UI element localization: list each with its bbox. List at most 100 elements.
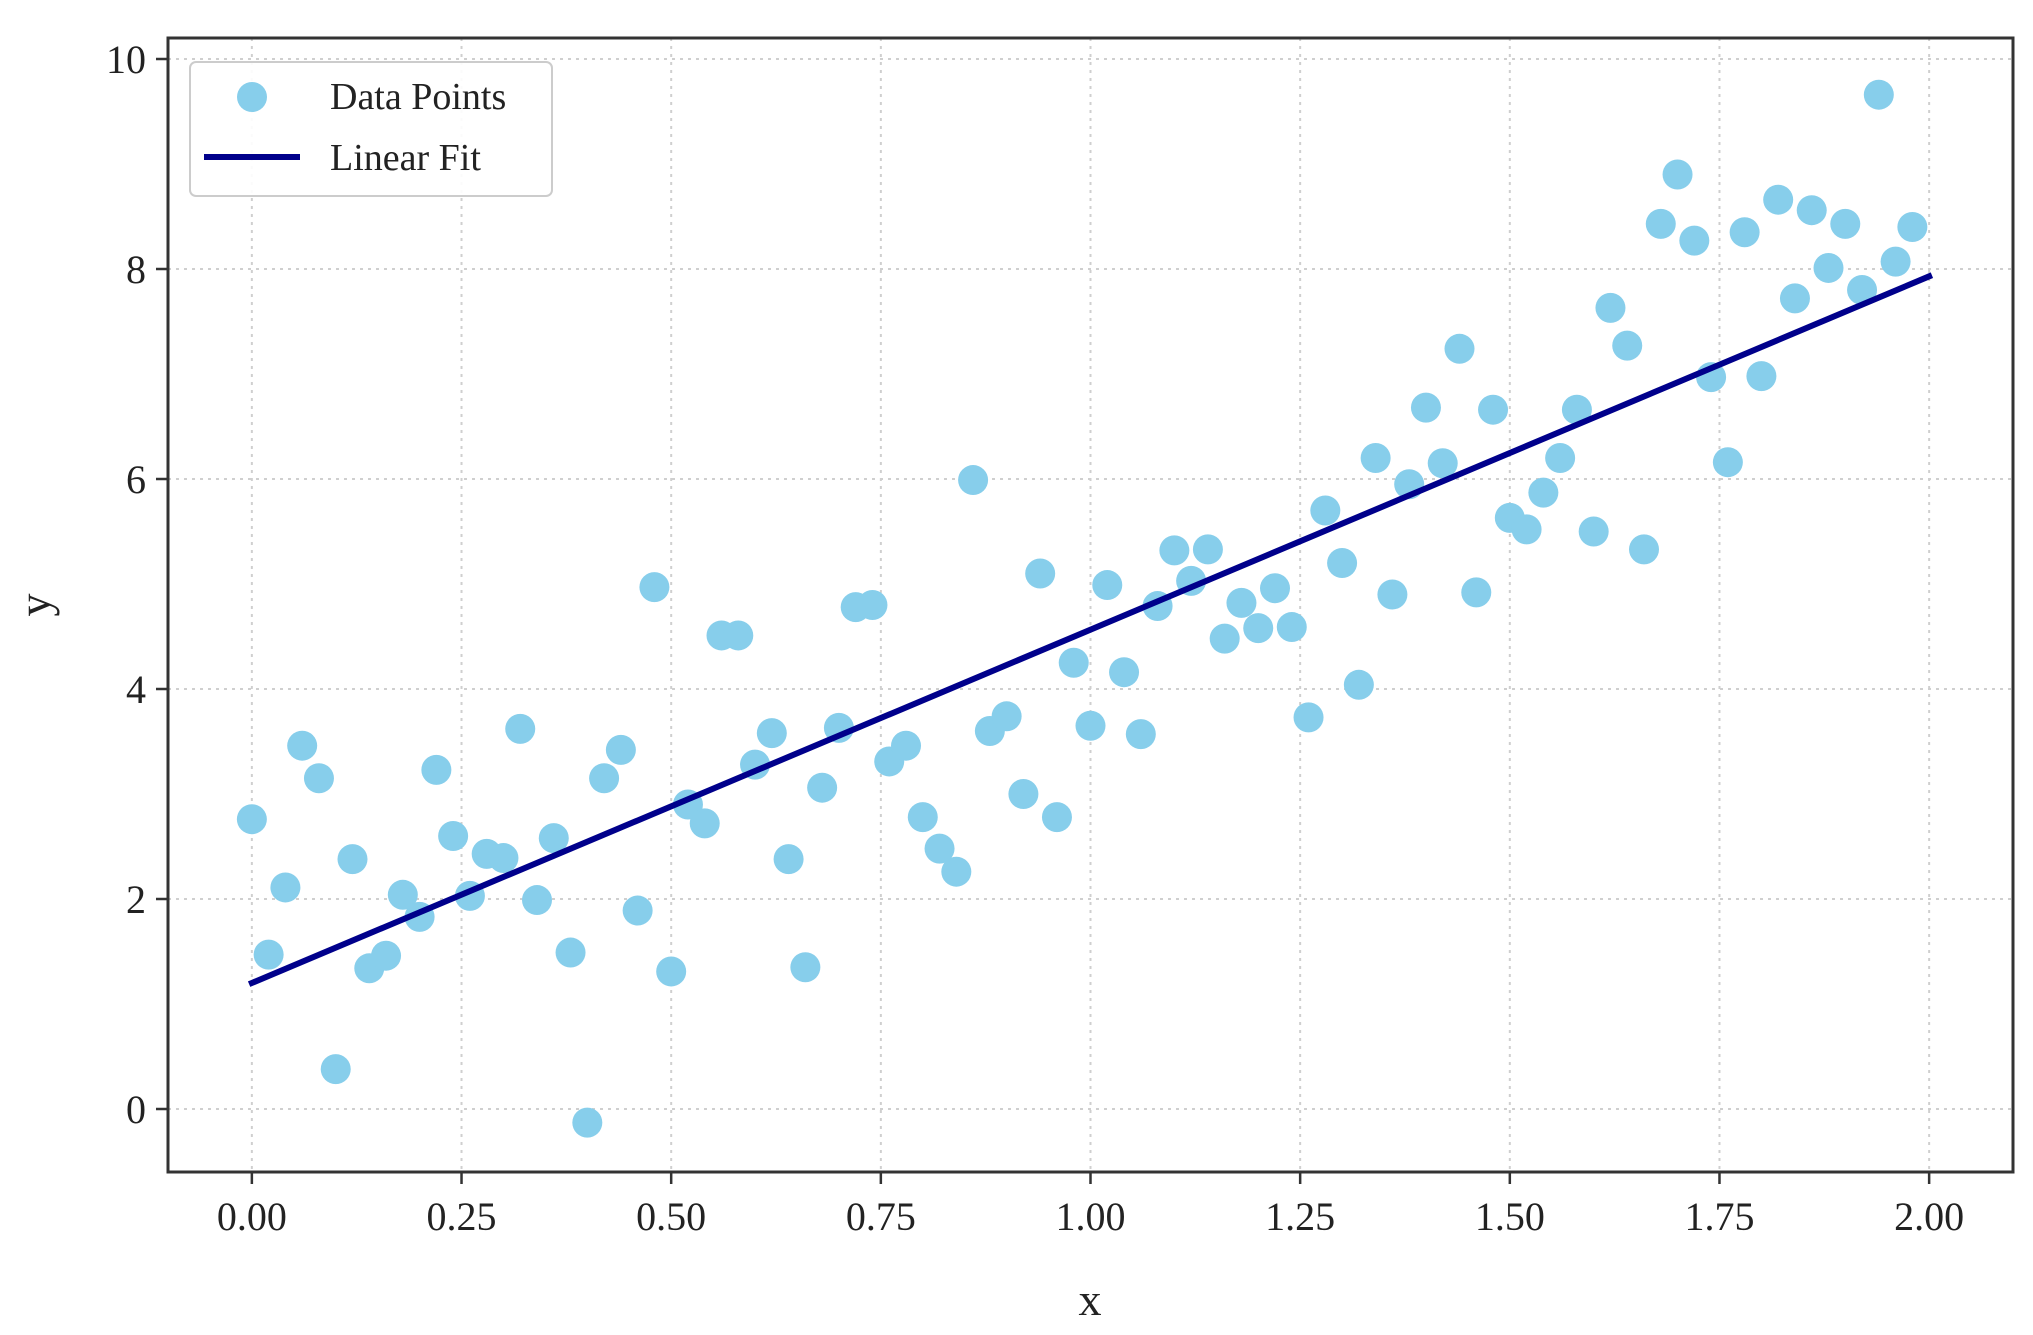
x-tick-label: 1.50: [1475, 1194, 1545, 1239]
x-tick-label: 2.00: [1894, 1194, 1964, 1239]
data-point: [991, 701, 1022, 732]
data-point: [924, 833, 955, 864]
data-point: [488, 843, 519, 874]
data-point: [1863, 79, 1894, 110]
data-point: [1243, 613, 1274, 644]
data-point: [958, 465, 989, 496]
data-point: [1763, 184, 1794, 215]
data-point: [1796, 195, 1827, 226]
data-point: [1109, 657, 1140, 688]
x-tick-label: 1.75: [1684, 1194, 1754, 1239]
grid: [168, 38, 2013, 1172]
data-point: [1226, 587, 1257, 618]
data-point: [1645, 208, 1676, 239]
data-point: [538, 823, 569, 854]
data-point: [1561, 394, 1592, 425]
data-point: [941, 856, 972, 887]
x-axis-label: x: [1079, 1274, 1102, 1325]
data-point: [1880, 246, 1911, 277]
data-point: [1830, 208, 1861, 239]
data-point: [236, 804, 267, 835]
data-point: [320, 1054, 351, 1085]
data-point: [1410, 392, 1441, 423]
data-point: [1192, 534, 1223, 565]
y-tick-label: 6: [126, 457, 146, 502]
data-point: [1427, 448, 1458, 479]
data-point: [756, 718, 787, 749]
data-point: [1578, 516, 1609, 547]
data-point: [1528, 477, 1559, 508]
data-point: [1545, 443, 1576, 473]
x-tick-label: 0.75: [846, 1194, 916, 1239]
data-point: [1209, 623, 1240, 654]
x-tick-label: 0.50: [636, 1194, 706, 1239]
data-point: [1897, 212, 1928, 242]
y-tick-label: 10: [106, 37, 146, 82]
data-point: [1712, 447, 1743, 478]
data-point: [1025, 558, 1056, 589]
data-point: [1779, 283, 1810, 314]
data-point: [1511, 514, 1542, 545]
data-point: [522, 885, 552, 916]
legend-marker-data-points: [237, 82, 267, 112]
data-point: [421, 754, 452, 785]
y-tick-label: 8: [126, 247, 146, 292]
data-points-layer: [236, 79, 1928, 1138]
data-point: [656, 956, 687, 987]
data-point: [438, 821, 469, 851]
data-point: [1662, 159, 1693, 190]
data-point: [287, 730, 318, 761]
data-point: [907, 802, 938, 833]
y-tick-label: 4: [126, 667, 146, 712]
fit-line-layer: [247, 272, 1934, 987]
data-point: [1813, 252, 1844, 283]
x-tick-label: 0.00: [217, 1194, 287, 1239]
data-point: [1125, 719, 1156, 750]
data-point: [1847, 275, 1878, 305]
data-point: [337, 844, 368, 875]
data-point: [1276, 612, 1307, 643]
legend-box: [189, 61, 553, 197]
data-point: [1612, 330, 1643, 361]
data-point: [1293, 702, 1324, 733]
data-point: [1041, 802, 1072, 833]
data-point: [1595, 292, 1626, 323]
x-tick-label: 0.25: [427, 1194, 497, 1239]
data-point: [1746, 361, 1777, 392]
y-axis: 0 2 4 6 8 10: [106, 37, 168, 1132]
legend-label-linear-fit: Linear Fit: [330, 137, 481, 179]
data-point: [371, 940, 402, 971]
data-point: [1629, 534, 1659, 565]
data-point: [807, 772, 838, 803]
data-point: [270, 872, 301, 903]
data-point: [622, 895, 653, 926]
data-point: [1461, 577, 1492, 608]
data-point: [1729, 217, 1760, 248]
data-point: [723, 620, 754, 651]
data-point: [639, 572, 670, 603]
y-tick-label: 2: [126, 877, 146, 922]
data-point: [1159, 535, 1190, 566]
x-tick-label: 1.00: [1056, 1194, 1126, 1239]
data-point: [1092, 570, 1123, 601]
x-tick-label: 1.25: [1265, 1194, 1335, 1239]
data-point: [1377, 579, 1408, 610]
data-point: [1058, 647, 1089, 678]
x-axis: 0.00 0.25 0.50 0.75 1.00 1.25 1.50 1.75 2.00: [217, 1172, 1964, 1239]
data-point: [1260, 573, 1290, 604]
data-point: [253, 939, 284, 970]
data-point: [589, 763, 620, 794]
data-point: [689, 808, 720, 839]
linear-fit-line: [247, 272, 1934, 987]
data-point: [572, 1107, 603, 1138]
data-point: [1008, 779, 1039, 809]
legend-label-data-points: Data Points: [330, 76, 506, 118]
data-point: [1075, 710, 1106, 741]
data-point: [505, 713, 536, 744]
data-point: [891, 730, 921, 761]
data-point: [1679, 225, 1710, 256]
data-point: [1343, 669, 1374, 700]
data-point: [857, 590, 888, 620]
y-tick-label: 0: [126, 1087, 146, 1132]
